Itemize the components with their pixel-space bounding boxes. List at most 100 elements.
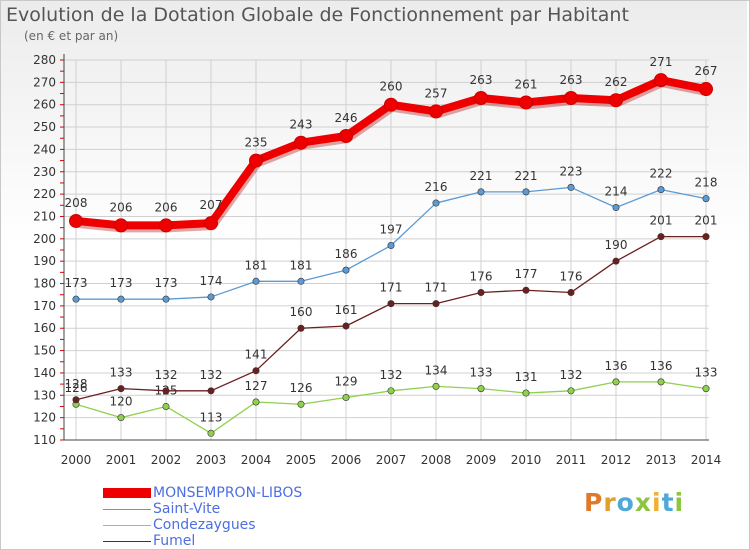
data-point-saint-vite	[207, 293, 215, 301]
data-point-condezaygues	[387, 387, 395, 395]
data-point-monsempron-libos	[519, 95, 533, 110]
data-label-saint-vite: 216	[425, 180, 448, 194]
y-tick-label: 210	[33, 209, 56, 223]
data-point-fumel	[522, 286, 530, 294]
data-label-monsempron-libos: 271	[650, 55, 673, 69]
data-point-fumel	[567, 288, 575, 296]
data-point-saint-vite	[297, 277, 305, 285]
data-label-fumel: 160	[290, 305, 313, 319]
logo-letter: i	[674, 488, 685, 517]
x-tick-label: 2009	[466, 453, 497, 467]
proxiti-logo: Proxiti	[584, 488, 684, 517]
x-tick-label: 2002	[151, 453, 182, 467]
data-label-monsempron-libos: 263	[470, 73, 493, 87]
data-point-condezaygues	[252, 398, 260, 406]
data-label-saint-vite: 181	[245, 258, 268, 272]
data-point-condezaygues	[702, 385, 710, 393]
y-tick-label: 170	[33, 299, 56, 313]
data-label-condezaygues: 134	[425, 363, 448, 377]
chart-subtitle: (en € et par an)	[24, 29, 119, 43]
data-label-condezaygues: 133	[695, 366, 718, 380]
y-tick-label: 270	[33, 75, 56, 89]
data-point-condezaygues	[567, 387, 575, 395]
data-point-condezaygues	[297, 400, 305, 408]
legend-swatch-saint-vite	[103, 509, 151, 510]
data-label-saint-vite: 186	[335, 247, 358, 261]
data-point-fumel	[252, 367, 260, 375]
data-point-monsempron-libos	[339, 129, 353, 143]
logo-letter: P	[584, 488, 604, 517]
y-tick-label: 110	[33, 433, 56, 447]
data-point-monsempron-libos	[384, 97, 398, 112]
data-point-saint-vite	[117, 295, 125, 303]
data-point-monsempron-libos	[609, 93, 623, 108]
x-tick-label: 2000	[61, 453, 92, 467]
data-label-monsempron-libos: 257	[425, 86, 448, 100]
y-tick-label: 190	[33, 254, 56, 268]
logo-letter: o	[616, 488, 635, 517]
data-label-saint-vite: 174	[200, 274, 223, 288]
data-point-monsempron-libos	[474, 91, 488, 105]
data-point-saint-vite	[72, 295, 80, 303]
data-point-saint-vite	[522, 188, 530, 196]
y-tick-label: 220	[33, 187, 56, 201]
x-tick-label: 2008	[421, 453, 452, 467]
data-label-condezaygues: 129	[335, 375, 358, 389]
data-label-monsempron-libos: 262	[605, 75, 628, 89]
data-point-fumel	[342, 322, 350, 330]
data-label-condezaygues: 132	[560, 368, 583, 382]
data-point-condezaygues	[162, 402, 170, 410]
data-label-monsempron-libos: 261	[515, 77, 538, 91]
data-label-fumel: 201	[650, 214, 673, 228]
data-point-saint-vite	[567, 183, 575, 191]
x-tick-label: 2012	[601, 453, 632, 467]
data-label-condezaygues: 113	[200, 410, 223, 424]
data-label-condezaygues: 126	[290, 381, 313, 395]
data-label-saint-vite: 221	[470, 169, 493, 183]
data-point-monsempron-libos	[654, 73, 668, 88]
data-point-fumel	[432, 300, 440, 308]
data-point-condezaygues	[522, 389, 530, 397]
data-label-saint-vite: 214	[605, 185, 628, 199]
data-point-condezaygues	[207, 429, 215, 437]
data-label-condezaygues: 120	[110, 395, 133, 409]
data-point-saint-vite	[657, 186, 665, 194]
data-label-fumel: 177	[515, 267, 538, 281]
x-tick-label: 2006	[331, 453, 362, 467]
data-label-monsempron-libos: 207	[200, 198, 223, 212]
data-label-fumel: 176	[470, 269, 493, 283]
x-tick-label: 2007	[376, 453, 407, 467]
data-point-fumel	[117, 385, 125, 393]
legend-swatch-fumel	[103, 541, 151, 542]
y-tick-label: 240	[33, 142, 56, 156]
x-tick-label: 2014	[691, 453, 722, 467]
data-point-saint-vite	[477, 188, 485, 196]
data-point-monsempron-libos	[429, 104, 443, 119]
data-point-condezaygues	[657, 378, 665, 386]
data-label-condezaygues: 132	[380, 368, 403, 382]
data-point-monsempron-libos	[204, 216, 218, 231]
data-point-condezaygues	[342, 394, 350, 402]
legend-label-saint-vite: Saint-Vite	[153, 501, 221, 517]
y-tick-label: 140	[33, 366, 56, 380]
data-point-condezaygues	[477, 385, 485, 393]
data-point-saint-vite	[612, 204, 620, 212]
data-point-saint-vite	[702, 195, 710, 203]
data-point-saint-vite	[387, 242, 395, 250]
data-label-condezaygues: 136	[605, 359, 628, 373]
y-tick-label: 230	[33, 165, 56, 179]
x-tick-label: 2010	[511, 453, 542, 467]
data-label-saint-vite: 222	[650, 167, 673, 181]
data-label-monsempron-libos: 235	[245, 136, 268, 150]
legend-label-condezaygues: Condezaygues	[153, 517, 256, 533]
data-label-monsempron-libos: 243	[290, 118, 313, 132]
data-label-monsempron-libos: 208	[65, 196, 88, 210]
chart-title: Evolution de la Dotation Globale de Fonc…	[6, 4, 629, 26]
data-label-saint-vite: 181	[290, 258, 313, 272]
data-label-fumel: 132	[155, 368, 178, 382]
data-point-fumel	[207, 387, 215, 395]
y-tick-label: 280	[33, 53, 56, 67]
y-tick-label: 180	[33, 277, 56, 291]
data-point-fumel	[387, 300, 395, 308]
data-label-condezaygues: 127	[245, 379, 268, 393]
